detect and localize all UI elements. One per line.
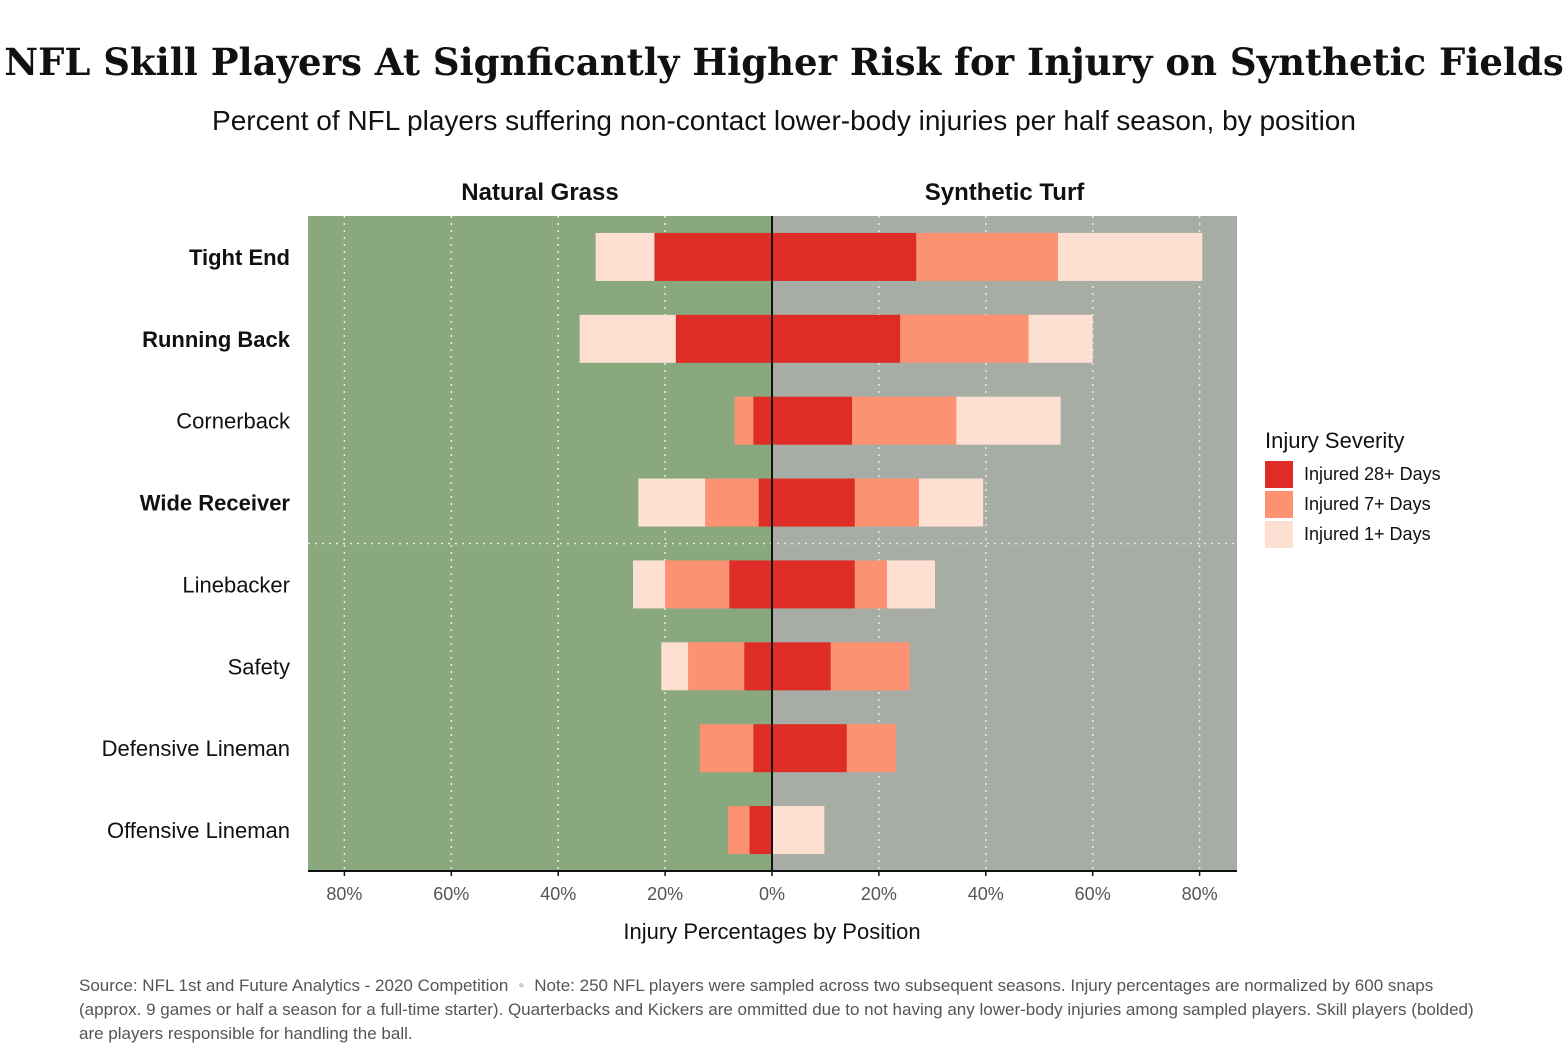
x-tick-label: 40% (540, 884, 576, 904)
bar-grass-tight-end-injured-28-days (654, 232, 772, 281)
bar-grass-running-back-injured-1-days (579, 314, 676, 363)
bar-grass-wide-receiver-injured-7-days (705, 478, 759, 527)
chart-caption: Source: NFL 1st and Future Analytics - 2… (79, 974, 1479, 1046)
bar-turf-tight-end-injured-1-days (1057, 232, 1203, 281)
bar-grass-linebacker-injured-1-days (633, 560, 666, 609)
category-label: Offensive Lineman (107, 818, 290, 843)
bar-turf-tight-end-injured-28-days (772, 232, 917, 281)
bar-turf-defensive-lineman-injured-7-days (846, 724, 896, 773)
x-tick-label: 40% (968, 884, 1004, 904)
caption-separator: • (518, 976, 525, 995)
legend-label: Injured 28+ Days (1304, 464, 1441, 484)
legend-swatch-injured-28-days (1265, 461, 1293, 488)
bar-turf-tight-end-injured-7-days (916, 232, 1058, 281)
diverging-bar-chart: Natural Grass Synthetic Turf Tight End Runn… (102, 179, 1441, 944)
x-tick-label: 80% (326, 884, 362, 904)
bar-grass-offensive-lineman-injured-7-days (728, 806, 750, 855)
category-label: Safety (228, 654, 290, 679)
category-label: Defensive Lineman (102, 736, 290, 761)
bar-turf-running-back-injured-28-days (772, 314, 901, 363)
bar-turf-running-back-injured-1-days (1028, 314, 1093, 363)
bar-grass-tight-end-injured-1-days (595, 232, 655, 281)
bar-grass-wide-receiver-injured-1-days (638, 478, 706, 527)
bar-grass-cornerback-injured-28-days (753, 396, 772, 445)
bar-turf-safety-injured-28-days (772, 642, 831, 691)
bar-grass-running-back-injured-28-days (675, 314, 772, 363)
legend-swatch-injured-7-days (1265, 491, 1293, 518)
bar-grass-defensive-lineman-injured-28-days (753, 724, 772, 773)
chart-subtitle: Percent of NFL players suffering non-con… (212, 105, 1356, 136)
x-tick-label: 60% (1075, 884, 1111, 904)
category-label: Running Back (142, 327, 291, 352)
bar-turf-linebacker-injured-1-days (886, 560, 936, 609)
bar-turf-linebacker-injured-28-days (772, 560, 855, 609)
legend-label: Injured 1+ Days (1304, 524, 1431, 544)
bar-grass-defensive-lineman-injured-7-days (699, 724, 754, 773)
bar-grass-safety-injured-7-days (688, 642, 745, 691)
bar-turf-wide-receiver-injured-28-days (772, 478, 855, 527)
category-label: Cornerback (176, 409, 291, 434)
x-tick-label: 60% (433, 884, 469, 904)
bar-grass-safety-injured-1-days (661, 642, 689, 691)
bar-grass-linebacker-injured-7-days (665, 560, 730, 609)
legend-label: Injured 7+ Days (1304, 494, 1431, 514)
bar-grass-offensive-lineman-injured-28-days (749, 806, 772, 855)
legend-title: Injury Severity (1265, 428, 1404, 453)
bar-turf-cornerback-injured-1-days (956, 396, 1061, 445)
bar-turf-linebacker-injured-7-days (854, 560, 887, 609)
category-label: Tight End (189, 245, 290, 270)
x-tick-label: 20% (647, 884, 683, 904)
category-label: Wide Receiver (140, 491, 291, 516)
caption-note: Note: 250 NFL players were sampled acros… (79, 976, 1474, 1043)
bar-turf-cornerback-injured-7-days (852, 396, 957, 445)
bar-turf-running-back-injured-7-days (900, 314, 1029, 363)
x-tick-label: 20% (861, 884, 897, 904)
bar-turf-wide-receiver-injured-1-days (918, 478, 984, 527)
legend-swatch-injured-1-days (1265, 521, 1293, 548)
x-tick-label: 0% (759, 884, 785, 904)
bar-turf-wide-receiver-injured-7-days (854, 478, 919, 527)
bar-grass-wide-receiver-injured-28-days (758, 478, 772, 527)
bar-turf-safety-injured-7-days (830, 642, 910, 691)
panel-label-grass: Natural Grass (461, 179, 618, 206)
bar-grass-linebacker-injured-28-days (729, 560, 772, 609)
bar-turf-cornerback-injured-28-days (772, 396, 853, 445)
panel-label-turf: Synthetic Turf (925, 179, 1086, 206)
category-label: Linebacker (182, 572, 290, 597)
x-tick-label: 80% (1182, 884, 1218, 904)
chart-title: NFL Skill Players At Signficantly Higher… (4, 40, 1564, 84)
bar-grass-cornerback-injured-7-days (734, 396, 754, 445)
bar-turf-defensive-lineman-injured-28-days (772, 724, 847, 773)
bar-turf-offensive-lineman-injured-1-days (772, 806, 825, 855)
x-axis-label: Injury Percentages by Position (623, 919, 920, 944)
bar-grass-safety-injured-28-days (744, 642, 772, 691)
caption-source: Source: NFL 1st and Future Analytics - 2… (79, 976, 509, 995)
